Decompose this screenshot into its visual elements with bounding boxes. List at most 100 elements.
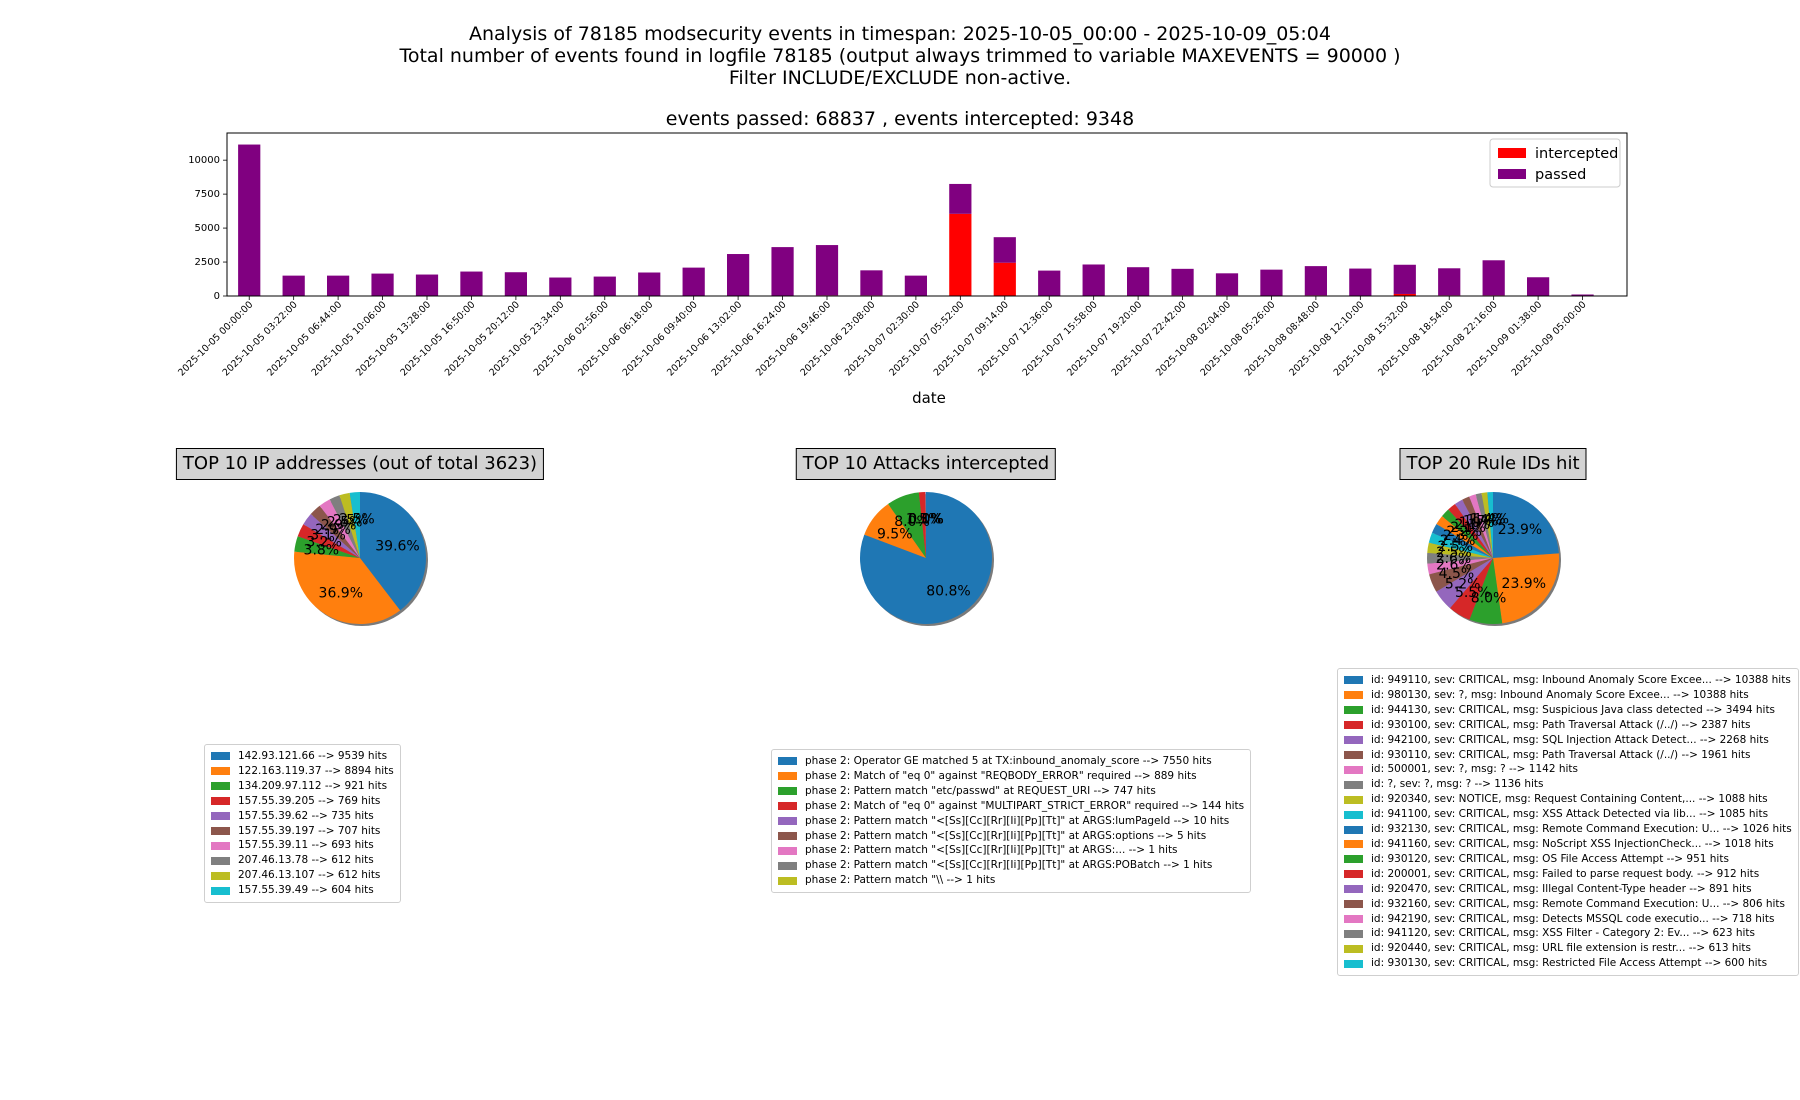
x-tick-label: 2025-10-06 06:18:00 — [576, 299, 655, 378]
x-tick-label: 2025-10-08 15:32:00 — [1332, 299, 1411, 378]
pie-slice — [1475, 493, 1493, 558]
legend-label: 157.55.39.49 --> 604 hits — [238, 884, 374, 897]
legend-swatch — [778, 876, 797, 885]
bar-passed — [638, 272, 661, 296]
header-line-2: Total number of events found in logfile … — [399, 45, 1401, 67]
x-tick-label: 2025-10-06 19:46:00 — [754, 299, 833, 378]
legend-label: phase 2: Pattern match "<[Ss][Cc][Rr][Ii… — [805, 859, 1213, 872]
legend-label: phase 2: Match of "eq 0" against "MULTIP… — [805, 799, 1245, 812]
legend-label: phase 2: Pattern match "\\ --> 1 hits — [805, 874, 996, 887]
pie-slice — [319, 499, 360, 558]
x-tick-label: 2025-10-06 23:08:00 — [798, 299, 877, 378]
bar-passed — [1127, 267, 1150, 296]
legend-item: 207.46.13.107 --> 612 hits — [211, 868, 394, 883]
legend-item: phase 2: Operator GE matched 5 at TX:inb… — [778, 754, 1244, 769]
pie-slice — [360, 492, 427, 611]
bar-passed — [371, 273, 394, 296]
rules-pie-title: TOP 20 Rule IDs hit — [1399, 448, 1587, 480]
legend-label: id: 930110, sev: CRITICAL, msg: Path Tra… — [1371, 748, 1751, 761]
legend-swatch — [1344, 914, 1363, 923]
bar-passed — [460, 271, 483, 296]
pie-slice — [864, 503, 926, 558]
pie-slice — [1448, 504, 1493, 558]
x-tick-label: 2025-10-07 15:58:00 — [1021, 299, 1100, 378]
pie-slice — [1427, 552, 1493, 564]
pie-slice — [1454, 499, 1493, 558]
legend-swatch — [1344, 825, 1363, 834]
legend-swatch — [1344, 691, 1363, 700]
legend-label: id: ?, sev: ?, msg: ? --> 1136 hits — [1371, 778, 1544, 791]
pie-slice — [297, 524, 360, 558]
bar-passed — [415, 274, 439, 296]
bar-legend-label: passed — [1535, 167, 1586, 183]
legend-item: id: 920470, sev: CRITICAL, msg: Illegal … — [1344, 882, 1792, 897]
legend-item: id: 930110, sev: CRITICAL, msg: Path Tra… — [1344, 748, 1792, 763]
x-tick-label: 2025-10-05 16:50:00 — [398, 299, 477, 378]
pie-pct-label: 0.0% — [908, 511, 944, 527]
legend-label: 142.93.121.66 --> 9539 hits — [238, 750, 388, 762]
bar-passed — [1349, 268, 1372, 296]
x-tick-label: 2025-10-09 05:00:00 — [1510, 299, 1589, 378]
pie-slice — [294, 551, 401, 624]
x-tick-label: 2025-10-07 02:30:00 — [843, 299, 922, 378]
legend-item: id: 980130, sev: ?, msg: Inbound Anomaly… — [1344, 688, 1792, 703]
bar-legend: intercepted passed — [1489, 138, 1621, 188]
bar-passed — [593, 276, 616, 296]
legend-swatch — [1344, 944, 1363, 953]
legend-item: id: 941160, sev: CRITICAL, msg: NoScript… — [1344, 837, 1792, 852]
y-tick-label: 5000 — [195, 223, 220, 234]
pie-pct-label: 3.8% — [304, 543, 340, 559]
pie-pct-label: 0.0% — [908, 511, 944, 527]
bar-passed — [504, 272, 527, 296]
pie-slice — [1427, 558, 1493, 575]
pie-pct-label: 39.6% — [375, 538, 419, 554]
legend-swatch — [211, 797, 230, 806]
bar-passed — [1393, 264, 1416, 294]
bar-legend-swatch — [1498, 148, 1526, 158]
legend-item: phase 2: Match of "eq 0" against "MULTIP… — [778, 799, 1244, 814]
pie-pct-label: 2.9% — [321, 518, 357, 534]
pie-slice — [1481, 492, 1493, 558]
legend-label: 157.55.39.205 --> 769 hits — [238, 794, 381, 807]
pie-pct-label: 2.3% — [1443, 528, 1479, 544]
pie-pct-label: 2.9% — [315, 522, 351, 538]
legend-item: 122.163.119.37 --> 8894 hits — [211, 764, 394, 779]
legend-label: 157.55.39.11 --> 693 hits — [238, 839, 374, 852]
bar-legend-swatch — [1498, 169, 1526, 179]
legend-swatch — [1344, 855, 1363, 864]
y-tick-label: 7500 — [195, 189, 220, 200]
legend-swatch — [778, 772, 797, 781]
pie-pct-label: 2.4% — [1440, 533, 1476, 549]
pie-pct-label: 36.9% — [319, 586, 363, 602]
legend-swatch — [211, 856, 230, 865]
legend-swatch — [1344, 736, 1363, 745]
legend-item: 157.55.39.197 --> 707 hits — [211, 824, 394, 839]
legend-swatch — [778, 817, 797, 826]
rules-pie-legend: id: 949110, sev: CRITICAL, msg: Inbound … — [1337, 668, 1799, 977]
legend-label: id: 930120, sev: CRITICAL, msg: OS File … — [1371, 852, 1729, 865]
rules-pie: 23.9%23.9%8.0%5.5%5.2%4.5%2.6%2.6%2.5%2.… — [1427, 492, 1561, 626]
legend-item: 157.55.39.49 --> 604 hits — [211, 883, 394, 898]
legend-label: id: 932160, sev: CRITICAL, msg: Remote C… — [1371, 897, 1786, 910]
legend-swatch — [211, 871, 230, 880]
x-tick-label: 2025-10-06 16:24:00 — [710, 299, 789, 378]
legend-label: id: 941100, sev: CRITICAL, msg: XSS Atta… — [1371, 808, 1769, 821]
x-tick-label: 2025-10-05 00:00:00 — [176, 299, 255, 378]
pie-slice — [1493, 553, 1559, 624]
pie-slice — [1469, 558, 1503, 624]
pie-pct-label: 0.1% — [908, 511, 944, 527]
bar-passed — [238, 144, 261, 296]
bar-intercepted — [949, 213, 972, 296]
y-tick-label: 10000 — [188, 155, 220, 166]
bar-passed — [1571, 294, 1594, 296]
legend-label: id: 942100, sev: CRITICAL, msg: SQL Inje… — [1371, 733, 1769, 746]
legend-item: id: 930130, sev: CRITICAL, msg: Restrict… — [1344, 956, 1792, 971]
legend-swatch — [1344, 706, 1363, 715]
legend-label: id: 942190, sev: CRITICAL, msg: Detects … — [1371, 912, 1775, 925]
legend-item: id: 941120, sev: CRITICAL, msg: XSS Filt… — [1344, 926, 1792, 941]
x-tick-label: 2025-10-07 09:14:00 — [932, 299, 1011, 378]
legend-swatch — [778, 757, 797, 766]
legend-label: id: 930100, sev: CRITICAL, msg: Path Tra… — [1371, 718, 1751, 731]
pie-pct-label: 2.1% — [1450, 520, 1486, 536]
